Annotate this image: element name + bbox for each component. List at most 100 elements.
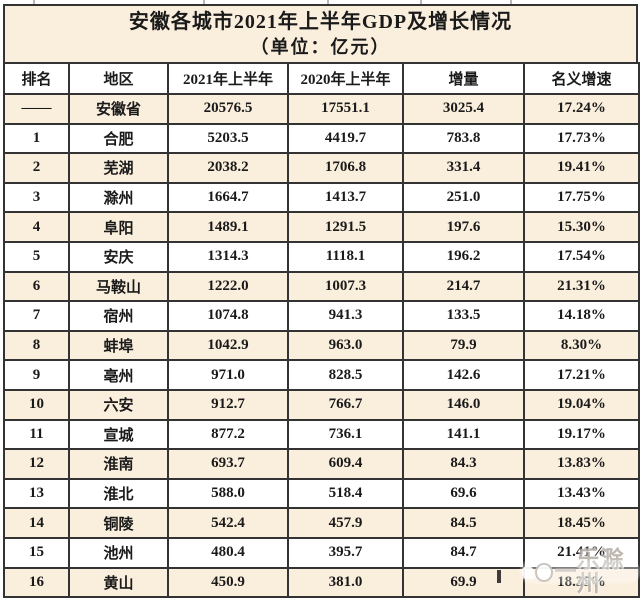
table-cell: 滁州 (68, 181, 169, 214)
table-cell: 21.31% (523, 270, 640, 303)
table-cell: —— (3, 93, 70, 125)
table-cell: 1042.9 (167, 329, 289, 362)
table-cell: 1489.1 (167, 211, 289, 243)
table-cell: 5 (3, 240, 70, 273)
table-title-block: 安徽各城市2021年上半年GDP及增长情况 （单位：亿元） (3, 4, 638, 62)
table-cell: 518.4 (287, 477, 404, 510)
table-cell: 12 (3, 448, 70, 480)
table-cell: 480.4 (167, 536, 289, 569)
table-row: 7 宿州 1074.8 941.3 133.5 14.18% (3, 300, 640, 332)
table-cell: 912.7 (167, 388, 289, 421)
table-cell: 19.04% (523, 388, 640, 421)
page-subtitle-unit: （单位：亿元） (250, 37, 391, 57)
table-cell: 安徽省 (68, 93, 169, 125)
table-cell: 18.45% (523, 507, 640, 539)
table-cell: 17.73% (523, 122, 640, 155)
table-row: 3 滁州 1664.7 1413.7 251.0 17.75% (3, 181, 640, 214)
crop-artifact-tick (327, 0, 329, 4)
table-cell: 196.2 (402, 240, 525, 273)
table-cell: 457.9 (287, 507, 404, 539)
table-cell: 1 (3, 122, 70, 155)
table-row: 10 六安 912.7 766.7 146.0 19.04% (3, 388, 640, 421)
table-cell: 9 (3, 359, 70, 391)
table-cell: 828.5 (287, 359, 404, 391)
table-cell: 5203.5 (167, 122, 289, 155)
table-cell: 黄山 (68, 566, 169, 598)
table-cell: 146.0 (402, 388, 525, 421)
table-cell: 1007.3 (287, 270, 404, 303)
table-cell: 15 (3, 536, 70, 569)
table-cell: 18.35% (523, 566, 640, 598)
table-cell: 17.75% (523, 181, 640, 214)
edge-artifact-mark (497, 570, 501, 583)
table-cell: 395.7 (287, 536, 404, 569)
table-cell: 84.5 (402, 507, 525, 539)
table-row: 6 马鞍山 1222.0 1007.3 214.7 21.31% (3, 270, 640, 303)
table-cell: 池州 (68, 536, 169, 569)
table-cell: 13.43% (523, 477, 640, 510)
table-cell: 84.7 (402, 536, 525, 569)
table-row: 14 铜陵 542.4 457.9 84.5 18.45% (3, 507, 640, 539)
table-cell: 19.41% (523, 152, 640, 184)
table-cell: 1291.5 (287, 211, 404, 243)
table-cell: 14.18% (523, 300, 640, 332)
table-header-row: 排名 地区 2021年上半年 2020年上半年 增量 名义增速 (3, 62, 640, 95)
table-row: 8 蚌埠 1042.9 963.0 79.9 8.30% (3, 329, 640, 362)
table-cell: 铜陵 (68, 507, 169, 539)
table-cell: 14 (3, 507, 70, 539)
table-cell: 17.24% (523, 93, 640, 125)
header-2020-h1: 2020年上半年 (287, 62, 404, 95)
table-cell: 1118.1 (287, 240, 404, 273)
table-row: 12 淮南 693.7 609.4 84.3 13.83% (3, 448, 640, 480)
table-cell: 963.0 (287, 329, 404, 362)
table-cell: 4419.7 (287, 122, 404, 155)
header-growth-rate: 名义增速 (523, 62, 640, 95)
table-cell: 11 (3, 418, 70, 451)
table-cell: 10 (3, 388, 70, 421)
table-cell: 阜阳 (68, 211, 169, 243)
table-cell: 450.9 (167, 566, 289, 598)
table-cell: 7 (3, 300, 70, 332)
crop-artifact-tick (33, 0, 35, 4)
table-cell: 251.0 (402, 181, 525, 214)
table-cell: 17.21% (523, 359, 640, 391)
table-cell: 3025.4 (402, 93, 525, 125)
table-row: 1 合肥 5203.5 4419.7 783.8 17.73% (3, 122, 640, 155)
table-cell: 79.9 (402, 329, 525, 362)
table-cell: 84.3 (402, 448, 525, 480)
header-increment: 增量 (402, 62, 525, 95)
header-region: 地区 (68, 62, 169, 95)
table-cell: 2038.2 (167, 152, 289, 184)
table-row: —— 安徽省 20576.5 17551.1 3025.4 17.24% (3, 93, 640, 125)
table-cell: 2 (3, 152, 70, 184)
table-cell: 8 (3, 329, 70, 362)
table-cell: 亳州 (68, 359, 169, 391)
table-cell: 20576.5 (167, 93, 289, 125)
table-cell: 971.0 (167, 359, 289, 391)
table-cell: 877.2 (167, 418, 289, 451)
table-cell: 1222.0 (167, 270, 289, 303)
table-cell: 197.6 (402, 211, 525, 243)
crop-artifact-tick (203, 0, 205, 4)
header-2021-h1: 2021年上半年 (167, 62, 289, 95)
table-cell: 69.9 (402, 566, 525, 598)
table-cell: 381.0 (287, 566, 404, 598)
table-cell: 安庆 (68, 240, 169, 273)
table-cell: 609.4 (287, 448, 404, 480)
table-cell: 17.54% (523, 240, 640, 273)
table-cell: 766.7 (287, 388, 404, 421)
table-cell: 16 (3, 566, 70, 598)
crop-artifact-tick (510, 0, 512, 4)
table-row: 4 阜阳 1489.1 1291.5 197.6 15.30% (3, 211, 640, 243)
table-cell: 21.41% (523, 536, 640, 569)
table-cell: 13.83% (523, 448, 640, 480)
table-cell: 133.5 (402, 300, 525, 332)
table-cell: 1413.7 (287, 181, 404, 214)
table-cell: 13 (3, 477, 70, 510)
table-cell: 六安 (68, 388, 169, 421)
table-cell: 6 (3, 270, 70, 303)
table-cell: 芜湖 (68, 152, 169, 184)
table-cell: 331.4 (402, 152, 525, 184)
table-cell: 3 (3, 181, 70, 214)
